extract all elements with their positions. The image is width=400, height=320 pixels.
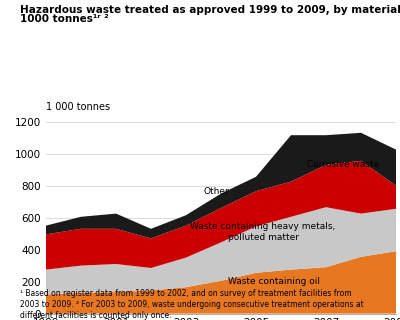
Text: 1000 tonnes¹ʳ ²: 1000 tonnes¹ʳ ² <box>20 14 109 24</box>
Text: Corrosive waste: Corrosive waste <box>307 160 380 169</box>
Text: ¹ Based on register data from 1999 to 2002, and on survey of treatment facilitie: ¹ Based on register data from 1999 to 20… <box>20 289 364 320</box>
Text: Hazardous waste treated as approved 1999 to 2009, by material.: Hazardous waste treated as approved 1999… <box>20 5 400 15</box>
Text: Other: Other <box>204 188 229 196</box>
Text: Waste containing oil: Waste containing oil <box>228 277 320 286</box>
Text: 1 000 tonnes: 1 000 tonnes <box>46 102 110 112</box>
Text: Waste containing heavy metals,
polluted matter: Waste containing heavy metals, polluted … <box>190 222 336 242</box>
